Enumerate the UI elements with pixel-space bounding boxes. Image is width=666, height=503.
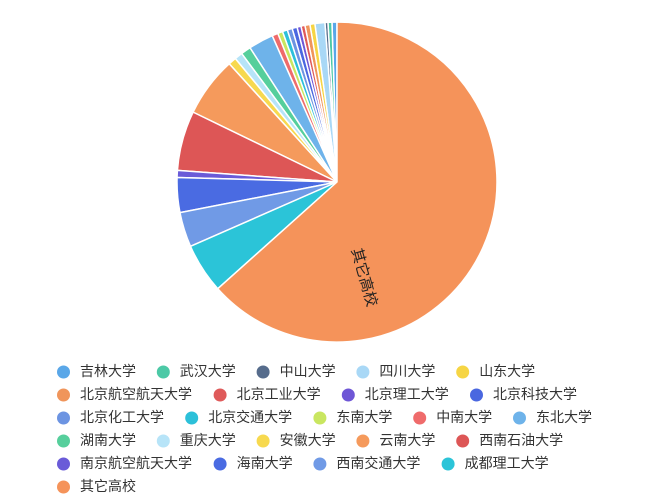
legend-label: 中山大学	[280, 364, 336, 380]
legend-label: 其它高校	[80, 478, 136, 495]
legend-marker	[456, 434, 470, 448]
legend-label: 云南大学	[379, 433, 435, 449]
legend-label: 安徽大学	[280, 433, 336, 449]
legend-item[interactable]: 西南石油大学	[456, 433, 563, 449]
legend-label: 南京航空航天大学	[80, 456, 192, 472]
legend-item[interactable]: 东南大学	[313, 410, 392, 426]
legend-marker	[456, 365, 470, 379]
legend-marker	[57, 388, 70, 402]
legend-item[interactable]: 北京工业大学	[213, 387, 321, 403]
legend-marker	[256, 434, 270, 448]
legend-marker	[470, 388, 483, 402]
legend-item[interactable]: 湖南大学	[57, 433, 136, 449]
legend-marker	[356, 434, 370, 448]
legend-item[interactable]: 北京航空航天大学	[57, 387, 192, 403]
legend-label: 北京工业大学	[237, 387, 321, 403]
legend-item[interactable]: 云南大学	[356, 433, 435, 449]
legend-item[interactable]: 安徽大学	[256, 433, 336, 449]
legend-marker	[313, 457, 327, 471]
legend-item[interactable]: 北京理工大学	[341, 387, 449, 403]
legend-item[interactable]: 中山大学	[256, 364, 336, 380]
legend-label: 北京航空航天大学	[80, 387, 192, 403]
legend-item[interactable]: 北京化工大学	[57, 410, 164, 426]
legend-item[interactable]: 北京交通大学	[185, 409, 292, 426]
legend-label: 东北大学	[536, 410, 592, 426]
legend-item[interactable]: 成都理工大学	[441, 456, 549, 472]
legend-marker	[356, 365, 370, 379]
legend-marker	[185, 411, 199, 425]
legend-label: 海南大学	[237, 456, 293, 472]
legend-marker	[213, 388, 227, 402]
legend-label: 成都理工大学	[465, 456, 549, 472]
legend-marker	[441, 457, 455, 471]
legend-item[interactable]: 海南大学	[213, 456, 293, 472]
legend-marker	[413, 411, 427, 425]
legend-marker	[213, 457, 227, 471]
legend-marker	[513, 411, 526, 425]
legend-label: 西南石油大学	[479, 433, 563, 449]
legend-marker	[341, 388, 355, 402]
legend-item[interactable]: 重庆大学	[156, 433, 236, 449]
legend-label: 北京化工大学	[80, 410, 164, 426]
legend-label: 东南大学	[336, 410, 392, 426]
legend-label: 西南交通大学	[336, 455, 420, 472]
legend-marker	[57, 365, 70, 379]
legend-item[interactable]: 四川大学	[356, 364, 435, 380]
legend-label: 北京交通大学	[208, 409, 292, 426]
legend-label: 湖南大学	[80, 433, 136, 449]
legend-item[interactable]: 山东大学	[456, 364, 535, 380]
legend-marker	[256, 365, 270, 379]
legend-item[interactable]: 吉林大学	[57, 364, 136, 380]
legend-marker	[57, 411, 70, 425]
legend-label: 北京理工大学	[365, 387, 449, 403]
legend-item[interactable]: 西南交通大学	[313, 455, 420, 472]
legend-marker	[57, 480, 70, 494]
legend-item[interactable]: 南京航空航天大学	[57, 456, 192, 472]
legend-item[interactable]: 其它高校	[57, 478, 136, 495]
legend-label: 山东大学	[479, 364, 535, 380]
pie-slice-23	[217, 21, 498, 343]
legend-marker	[156, 365, 170, 379]
legend-label: 北京科技大学	[493, 387, 577, 403]
legend-item[interactable]: 东北大学	[513, 410, 592, 426]
legend-label: 吉林大学	[80, 364, 136, 380]
legend-label: 四川大学	[379, 364, 435, 380]
legend-item[interactable]: 北京科技大学	[470, 387, 577, 403]
legend-item[interactable]: 中南大学	[413, 410, 492, 426]
legend-label: 中南大学	[436, 410, 492, 426]
legend-marker	[57, 457, 70, 471]
legend-item[interactable]: 武汉大学	[156, 364, 236, 380]
pie-slices	[176, 21, 498, 343]
legend-label: 重庆大学	[180, 433, 236, 449]
legend-label: 武汉大学	[180, 364, 236, 380]
legend-marker	[156, 434, 170, 448]
legend-marker	[57, 434, 70, 448]
legend-marker	[313, 411, 327, 425]
